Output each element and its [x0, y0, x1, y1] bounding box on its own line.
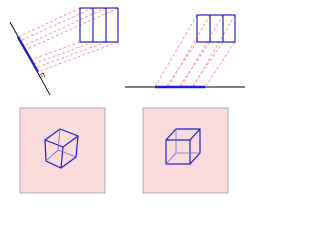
shape: [34, 41, 107, 69]
shape: [165, 139, 191, 165]
projection-diagram: [9, 7, 245, 194]
shape: [60, 146, 64, 169]
cube-right: [165, 128, 201, 165]
shape: [192, 14, 236, 88]
projected-segment: [16, 36, 40, 73]
shape: [189, 128, 201, 141]
cube-panel-left: [19, 107, 106, 194]
panel: [142, 107, 229, 194]
projection-left: [9, 7, 119, 96]
cube-left: [44, 128, 79, 169]
shape: [191, 41, 224, 88]
projection-rays: [154, 14, 236, 88]
shape: [167, 14, 211, 88]
shape: [19, 7, 94, 42]
shape: [180, 14, 224, 88]
shape: [154, 14, 198, 88]
shape: [165, 152, 177, 165]
shape: [37, 41, 119, 73]
object-rectangle: [79, 7, 119, 43]
shape: [32, 41, 94, 65]
shape: [17, 7, 81, 38]
shape: [24, 7, 119, 51]
angle-dot: [41, 75, 43, 77]
shape: [57, 149, 77, 158]
shape: [165, 41, 198, 88]
object-rectangle: [196, 14, 236, 43]
shape: [178, 41, 211, 88]
angle-mark: [39, 72, 46, 78]
projection-rays: [17, 7, 119, 73]
projection-right: [125, 14, 245, 89]
cube-panel-right: [142, 107, 229, 194]
shape: [204, 41, 236, 88]
shape: [22, 7, 107, 47]
shape: [29, 41, 81, 61]
